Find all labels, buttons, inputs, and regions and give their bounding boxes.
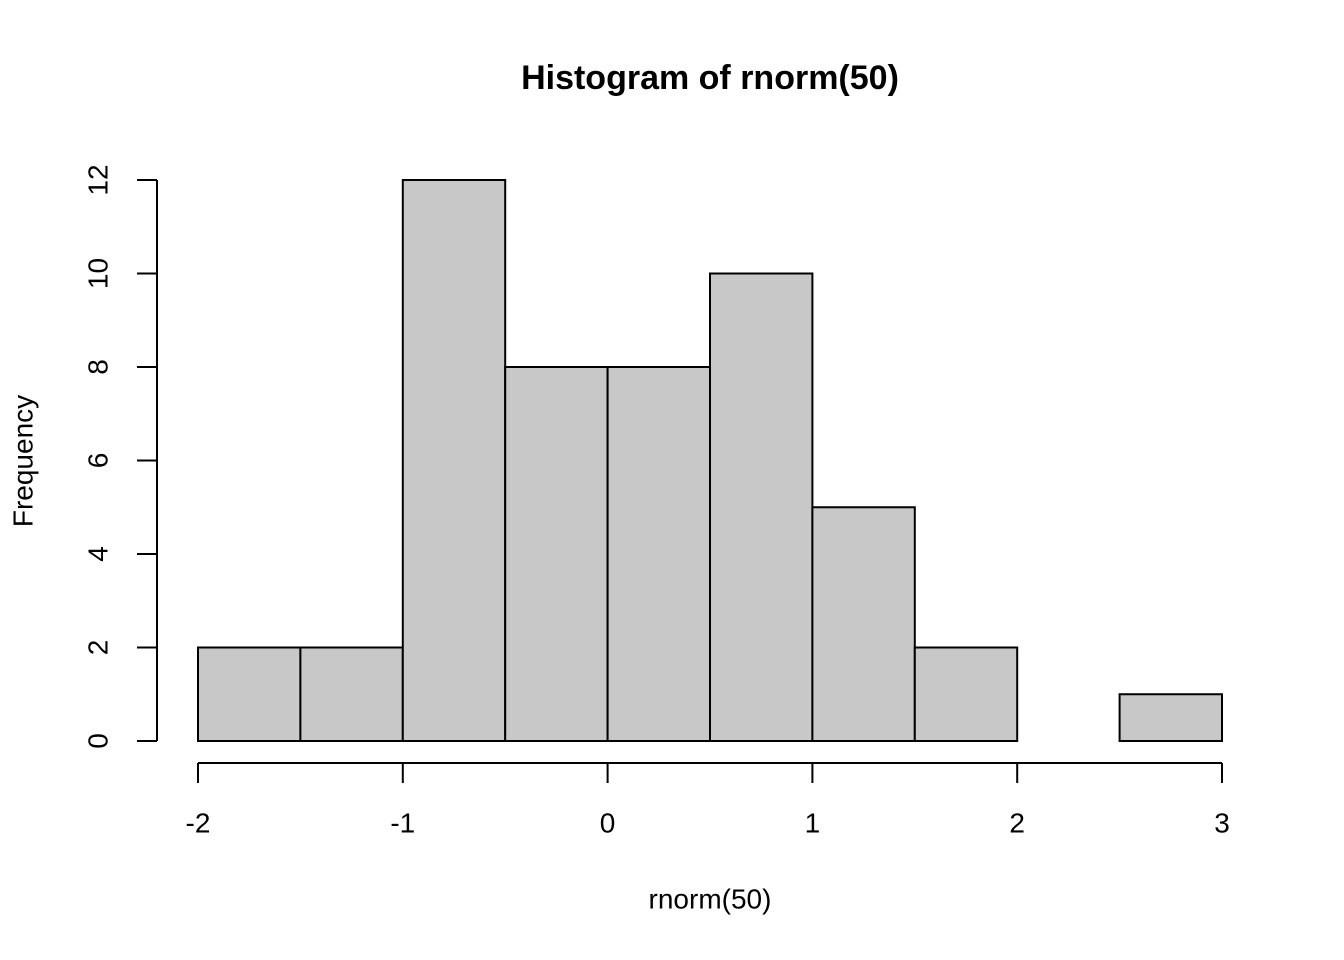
y-tick-label: 0 [82,733,113,749]
x-tick-label: 3 [1214,807,1230,838]
x-tick-label: 0 [600,807,616,838]
y-axis-label: Frequency [7,395,38,527]
bar [299,646,404,742]
y-tick-label: 4 [82,546,113,562]
y-tick-label: 8 [82,359,113,375]
y-tick-label: 6 [82,453,113,469]
y-tick-label: 2 [82,640,113,656]
x-tick-label: 2 [1009,807,1025,838]
y-tick-label: 12 [82,164,113,195]
bar [913,646,1019,742]
x-tick-label: 1 [805,807,821,838]
bar [401,179,507,742]
bar [709,272,814,742]
bar [1118,693,1223,742]
x-axis-label: rnorm(50) [649,883,772,914]
x-tick-label: -2 [186,807,211,838]
bar [606,366,711,742]
bar [197,646,302,742]
x-tick-label: -1 [390,807,415,838]
bar [504,366,609,742]
chart-title: Histogram of rnorm(50) [521,59,899,97]
y-tick-label: 10 [82,258,113,289]
bar [811,506,916,742]
